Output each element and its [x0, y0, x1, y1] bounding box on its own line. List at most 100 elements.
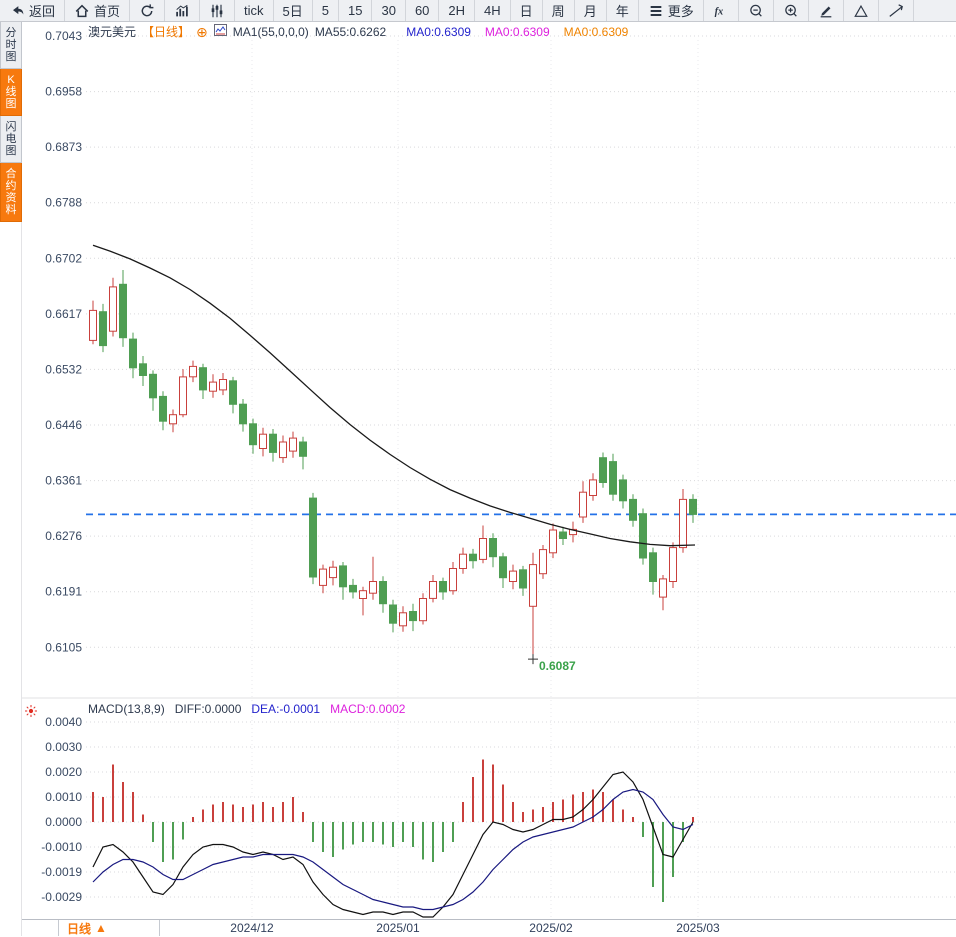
candle[interactable]	[559, 531, 567, 539]
alert-flash-icon[interactable]	[24, 704, 38, 718]
toolbar-button-tick[interactable]: tick	[235, 0, 274, 21]
candle[interactable]	[589, 479, 597, 496]
candle[interactable]	[219, 379, 227, 391]
candle[interactable]	[649, 552, 657, 582]
candle[interactable]	[659, 578, 667, 598]
candle[interactable]	[199, 367, 207, 391]
candle[interactable]	[489, 538, 497, 558]
candle[interactable]	[89, 309, 97, 341]
candle[interactable]	[549, 529, 557, 554]
toolbar-button-4h[interactable]: 4H	[475, 0, 511, 21]
candle[interactable]	[609, 461, 617, 495]
candle[interactable]	[519, 569, 527, 589]
candle[interactable]	[509, 570, 517, 582]
candle[interactable]	[449, 568, 457, 592]
candle[interactable]	[349, 584, 357, 593]
candle[interactable]	[319, 568, 327, 586]
candle[interactable]	[379, 581, 387, 605]
toolbar-button-home[interactable]: 首页	[65, 0, 131, 21]
candle[interactable]	[299, 441, 307, 457]
sidebar-tab-contract-info[interactable]: 合约资料	[0, 163, 22, 222]
kline-macd-plot[interactable]: 0.7043 0.6958 0.6873 0.6788 0.6702 0.6617 0.65…	[22, 22, 956, 936]
candle[interactable]	[269, 433, 277, 453]
candle[interactable]	[369, 581, 377, 594]
candle[interactable]	[629, 498, 637, 521]
candle[interactable]	[619, 479, 627, 502]
candle[interactable]	[249, 423, 257, 446]
toolbar-button-week[interactable]: 周	[543, 0, 575, 21]
candle[interactable]	[359, 590, 367, 600]
period-selector[interactable]: 日线 ▲	[58, 920, 160, 936]
candle[interactable]	[109, 286, 117, 332]
candle[interactable]	[99, 311, 107, 347]
toolbar-button-label: 日	[519, 4, 533, 19]
candle[interactable]	[309, 497, 317, 578]
sidebar-tab-kline[interactable]: K线图	[0, 69, 22, 116]
candle[interactable]	[399, 612, 407, 627]
candle[interactable]	[539, 549, 547, 575]
candle[interactable]	[119, 283, 127, 339]
candle[interactable]	[579, 491, 587, 518]
candle[interactable]	[429, 581, 437, 599]
toolbar-button-trend-line[interactable]	[879, 0, 914, 21]
toolbar-button-2h[interactable]: 2H	[439, 0, 476, 21]
candle[interactable]	[459, 553, 467, 570]
candle[interactable]	[229, 380, 237, 405]
candle[interactable]	[409, 611, 417, 622]
candle[interactable]	[679, 498, 687, 549]
candle[interactable]	[279, 441, 287, 459]
toolbar-button-zoom-in[interactable]	[774, 0, 809, 21]
candle[interactable]	[189, 365, 197, 378]
candle[interactable]	[529, 564, 537, 607]
candle[interactable]	[129, 338, 137, 369]
candle[interactable]	[669, 547, 677, 582]
sidebar-tab-lightning[interactable]: 闪电图	[0, 116, 22, 163]
candle[interactable]	[209, 381, 217, 392]
toolbar-button-chart-style[interactable]	[200, 0, 236, 21]
candle[interactable]	[639, 513, 647, 559]
candle[interactable]	[689, 498, 697, 515]
candle[interactable]	[329, 566, 337, 579]
candle[interactable]	[419, 598, 427, 622]
toolbar-button-60m[interactable]: 60	[406, 0, 440, 21]
candle[interactable]	[469, 553, 477, 562]
toolbar-button-5m[interactable]: 5	[313, 0, 339, 21]
toolbar-button-refresh[interactable]	[130, 0, 166, 21]
toolbar-button-5d[interactable]: 5日	[274, 0, 313, 21]
fx-icon: fx	[713, 3, 729, 19]
toolbar-button-back[interactable]: 返回	[0, 0, 66, 21]
period-label: 日线	[67, 921, 92, 936]
toolbar-button-day[interactable]: 日	[511, 0, 543, 21]
toolbar-button-30m[interactable]: 30	[372, 0, 406, 21]
toolbar-button-draw[interactable]	[809, 0, 844, 21]
candle[interactable]	[499, 556, 507, 579]
candle[interactable]	[289, 437, 297, 452]
candle[interactable]	[389, 604, 397, 624]
toolbar-button-indicator-chart[interactable]	[165, 0, 201, 21]
macd-axis-tick: 0.0030	[45, 740, 82, 754]
candle[interactable]	[259, 433, 267, 450]
toolbar-button-more[interactable]: 更多	[639, 0, 704, 21]
candle[interactable]	[439, 581, 447, 593]
candle[interactable]	[159, 395, 167, 422]
toolbar-button-month[interactable]: 月	[575, 0, 607, 21]
candle[interactable]	[599, 457, 607, 484]
candle[interactable]	[339, 565, 347, 588]
candle[interactable]	[149, 373, 157, 399]
bar-chart-icon	[174, 3, 190, 19]
sidebar-tab-time-share[interactable]: 分时图	[0, 22, 22, 69]
toolbar-button-zoom-out[interactable]	[739, 0, 774, 21]
toolbar-button-15m[interactable]: 15	[339, 0, 373, 21]
indicator-mini-icon[interactable]	[213, 24, 227, 39]
candle[interactable]	[239, 403, 247, 425]
toolbar-button-year[interactable]: 年	[607, 0, 639, 21]
candle[interactable]	[479, 538, 487, 560]
candle[interactable]	[179, 376, 187, 416]
candle[interactable]	[569, 528, 577, 536]
toolbar-button-shape-triangle[interactable]	[844, 0, 879, 21]
candle[interactable]	[139, 363, 147, 376]
toolbar-button-formula[interactable]: fx	[704, 0, 739, 21]
ma-current-values: MA0:0.6309 MA0:0.6309 MA0:0.6309	[392, 25, 628, 39]
compare-add-icon[interactable]: ⊕	[196, 23, 208, 40]
candle[interactable]	[169, 414, 177, 425]
